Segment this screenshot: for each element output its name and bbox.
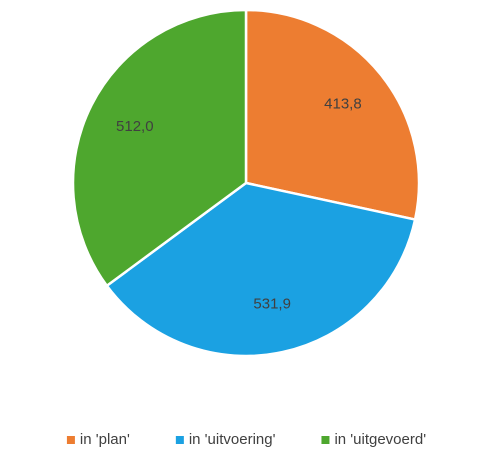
pie-slice — [105, 181, 417, 358]
legend-label: in 'uitvoering' — [189, 431, 276, 448]
pie-slice — [71, 8, 248, 288]
legend-label: in 'plan' — [80, 431, 130, 448]
data-label: 413,8 — [324, 96, 362, 113]
legend-swatch — [66, 436, 75, 444]
legend-swatch — [175, 436, 184, 444]
data-label: 512,0 — [116, 118, 154, 135]
legend-swatch — [321, 436, 330, 444]
data-label: 531,9 — [253, 296, 291, 313]
legend-label: in 'uitgevoerd' — [334, 431, 426, 448]
pie-slice — [244, 8, 421, 222]
